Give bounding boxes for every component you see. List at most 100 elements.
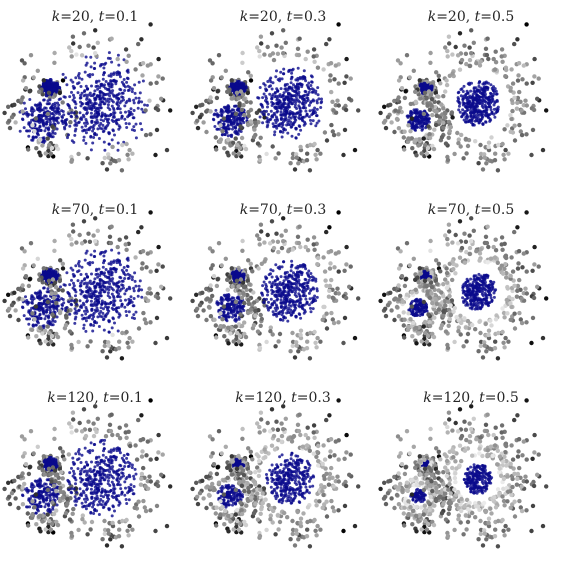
outlier-point <box>48 284 53 289</box>
inlier-point <box>85 111 89 115</box>
inlier-point <box>132 297 136 300</box>
outlier-point <box>279 245 285 251</box>
inlier-point <box>313 106 317 110</box>
outlier-point <box>168 108 173 113</box>
inlier-point <box>99 97 103 101</box>
outlier-point <box>23 86 29 91</box>
outlier-point <box>458 144 463 149</box>
outlier-point <box>9 303 15 308</box>
inlier-point <box>57 298 61 302</box>
outlier-point <box>125 340 130 345</box>
outlier-point <box>133 67 138 72</box>
inlier-point <box>264 287 267 291</box>
outlier-point <box>318 151 323 156</box>
inlier-point <box>487 105 491 109</box>
outlier-point <box>331 296 336 301</box>
inlier-point <box>55 307 59 311</box>
inlier-point <box>61 72 65 76</box>
inlier-point <box>314 91 318 95</box>
inlier-point <box>275 126 279 130</box>
inlier-point <box>462 84 466 88</box>
outlier-point <box>32 317 37 322</box>
inlier-point <box>106 294 110 298</box>
outlier-point <box>60 78 66 83</box>
outlier-point <box>241 103 246 108</box>
inlier-point <box>79 273 83 276</box>
inlier-point <box>274 75 278 79</box>
inlier-point <box>269 109 273 113</box>
outlier-point <box>478 155 483 161</box>
inlier-point <box>84 93 88 97</box>
inlier-point <box>48 306 52 310</box>
outlier-point <box>519 108 524 113</box>
outlier-point <box>63 323 69 328</box>
outlier-point <box>427 107 433 113</box>
inlier-point <box>483 92 487 96</box>
outlier-point <box>58 258 63 263</box>
inlier-point <box>481 112 484 116</box>
outlier-point <box>430 112 435 118</box>
outlier-point <box>51 295 57 300</box>
outlier-point <box>48 339 54 344</box>
inlier-point <box>280 125 284 129</box>
outlier-point <box>257 242 262 247</box>
inlier-point <box>234 313 238 316</box>
inlier-point <box>311 119 315 123</box>
outlier-point <box>331 132 337 138</box>
inlier-point <box>38 289 42 293</box>
inlier-point <box>228 118 232 122</box>
outlier-point <box>123 242 128 247</box>
inlier-point <box>219 108 223 111</box>
outlier-point <box>236 284 241 289</box>
inlier-point <box>44 117 48 121</box>
inlier-point <box>72 93 75 97</box>
outlier-point <box>106 340 111 345</box>
outlier-point <box>148 320 153 325</box>
inlier-point <box>467 119 471 123</box>
outlier-point <box>20 95 25 100</box>
outlier-point <box>50 124 55 129</box>
inlier-point <box>98 126 102 130</box>
inlier-point <box>46 81 51 86</box>
inlier-point <box>110 287 114 290</box>
inlier-point <box>109 79 113 83</box>
inlier-point <box>287 293 291 297</box>
inlier-point <box>31 138 35 142</box>
inlier-point <box>110 91 114 95</box>
inlier-point <box>138 279 142 283</box>
inlier-point <box>119 299 123 303</box>
outlier-point <box>54 300 59 306</box>
inlier-point <box>31 324 35 327</box>
outlier-point <box>491 56 496 62</box>
inlier-point <box>66 102 70 106</box>
inlier-point <box>126 68 130 72</box>
outlier-point <box>110 144 115 150</box>
inlier-point <box>211 117 215 121</box>
outlier-point <box>238 312 243 317</box>
outlier-point <box>41 266 46 271</box>
outlier-point <box>145 63 150 68</box>
inlier-point <box>281 94 285 97</box>
inlier-point <box>287 306 291 310</box>
outlier-point <box>235 330 240 336</box>
outlier-point <box>236 339 242 344</box>
inlier-point <box>276 109 280 113</box>
outlier-point <box>2 298 7 304</box>
inlier-point <box>107 132 111 136</box>
inlier-point <box>224 318 228 322</box>
inlier-point <box>125 268 129 272</box>
inlier-point <box>72 281 75 285</box>
inlier-point <box>269 117 273 121</box>
outlier-point <box>495 168 501 173</box>
outlier-point <box>444 82 450 88</box>
outlier-point <box>246 70 251 75</box>
inlier-point <box>418 115 422 119</box>
inlier-point <box>27 322 31 326</box>
inlier-point <box>114 80 118 84</box>
inlier-point <box>93 308 97 312</box>
inlier-point <box>406 114 410 118</box>
inlier-point <box>87 314 91 318</box>
inlier-point <box>119 111 123 115</box>
outlier-point <box>225 287 230 292</box>
inlier-point <box>38 121 41 124</box>
